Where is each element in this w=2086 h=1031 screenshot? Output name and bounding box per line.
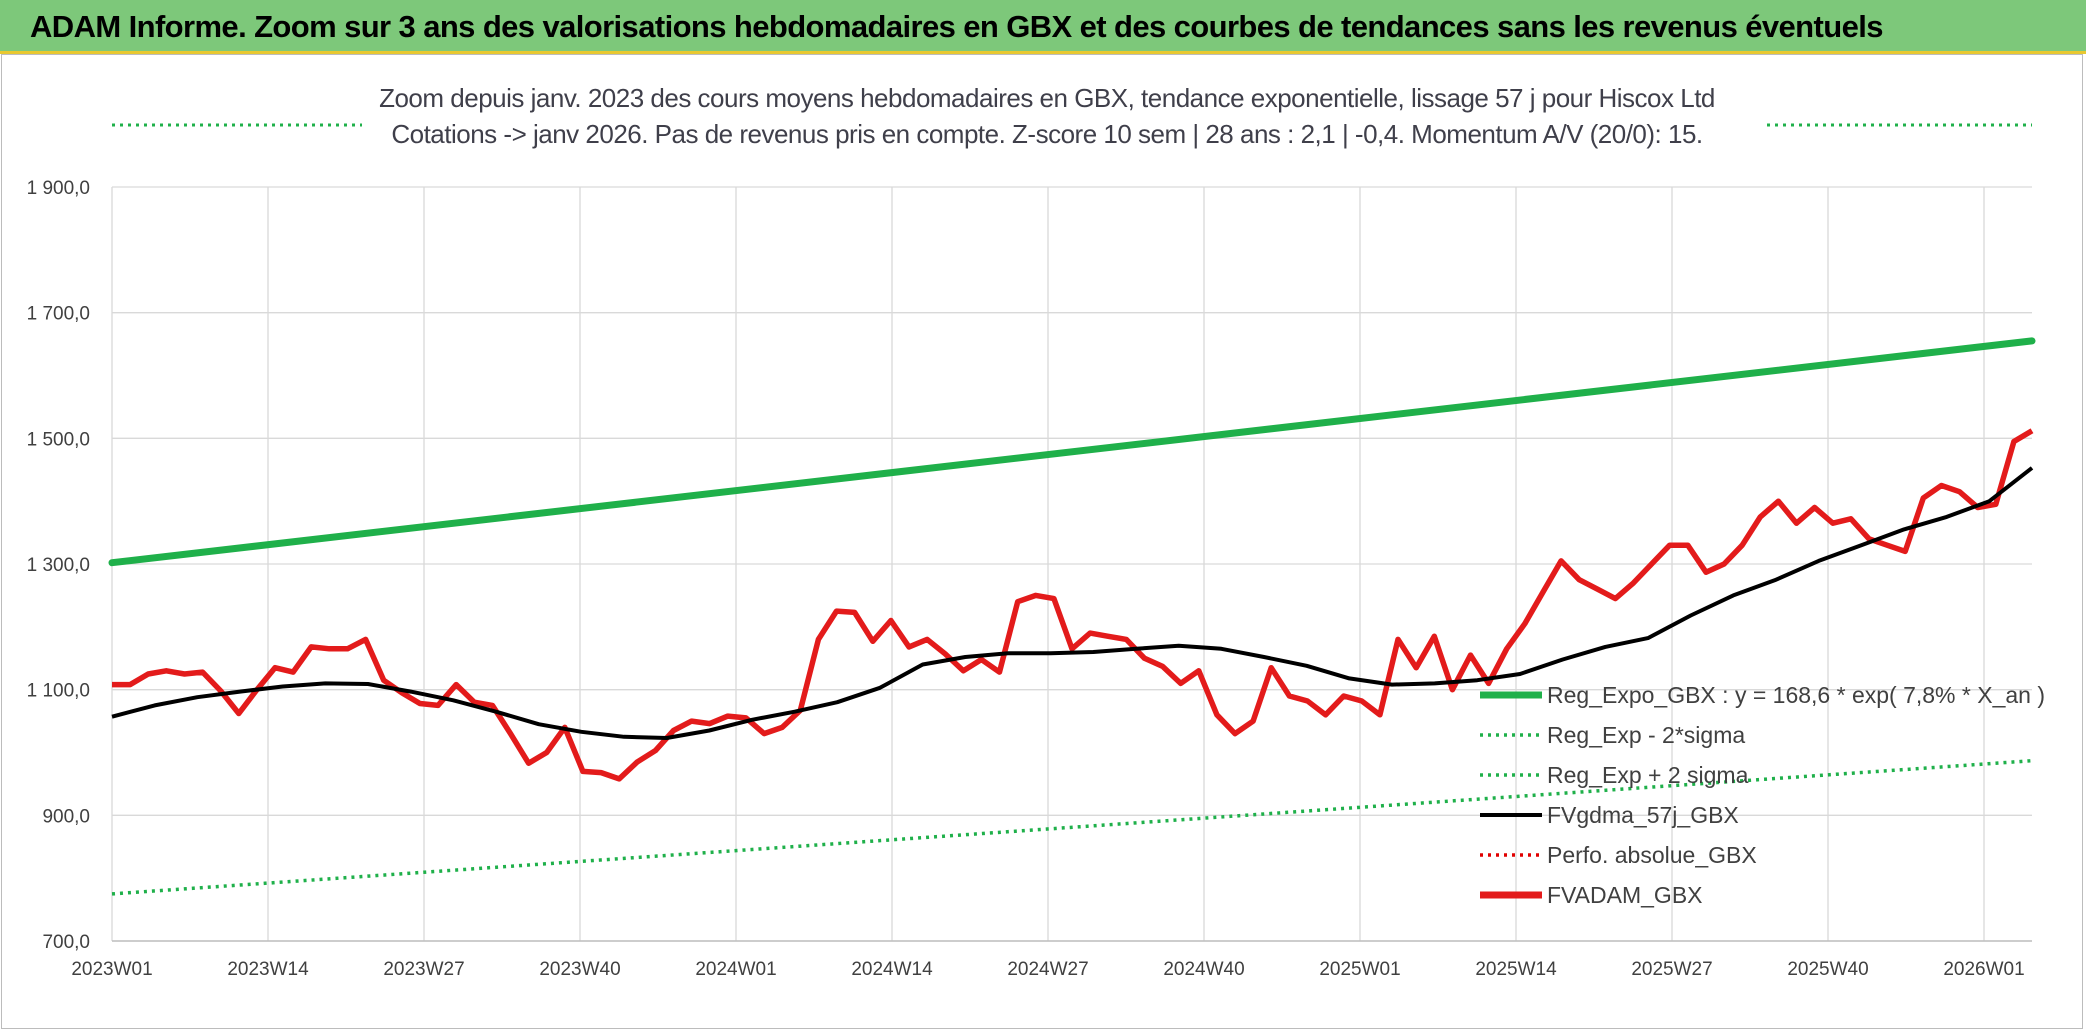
x-tick-label: 2025W27 — [1631, 959, 1712, 980]
x-tick-label: 2023W14 — [227, 959, 309, 980]
y-tick-label: 1 700,0 — [27, 304, 90, 325]
y-tick-label: 1 900,0 — [27, 178, 90, 199]
chart-title-line-1: Zoom depuis janv. 2023 des cours moyens … — [379, 83, 1715, 113]
y-tick-label: 1 100,0 — [27, 681, 90, 702]
line-chart: 700,0 900,0 1 100,0 1 300,0 1 500,0 1 700,0 1 … — [27, 123, 2045, 980]
x-tick-label: 2025W01 — [1319, 959, 1400, 980]
legend-label-perfo: Perfo. absolue_GBX — [1547, 842, 1757, 868]
y-tick-label: 700,0 — [42, 932, 90, 953]
legend-label-fvadam: FVADAM_GBX — [1547, 882, 1703, 908]
series-fvadam — [112, 428, 2034, 782]
series-fvgdma — [111, 466, 2034, 740]
chart-frame: 700,0 900,0 1 100,0 1 300,0 1 500,0 1 700,0 1 … — [1, 54, 2083, 1029]
x-tick-label: 2024W14 — [851, 959, 933, 980]
x-tick-label: 2026W01 — [1943, 959, 2024, 980]
legend-label-reg_plus: Reg_Exp + 2 sigma — [1547, 762, 1749, 788]
y-tick-label: 1 500,0 — [27, 429, 90, 450]
x-tick-label: 2024W27 — [1007, 959, 1088, 980]
y-tick-label: 900,0 — [42, 806, 90, 827]
series-reg-expo — [108, 337, 2036, 567]
header-bar: ADAM Informe. Zoom sur 3 ans des valoris… — [0, 0, 2086, 54]
chart-title-line-2: Cotations -> janv 2026. Pas de revenus p… — [391, 119, 1703, 149]
y-tick-label: 1 300,0 — [27, 555, 90, 576]
legend-label-reg_expo: Reg_Expo_GBX : y = 168,6 * exp( 7,8% * X… — [1547, 682, 2045, 708]
legend-label-fvgdma: FVgdma_57j_GBX — [1547, 802, 1739, 828]
x-tick-label: 2024W40 — [1163, 959, 1244, 980]
x-tick-label: 2023W40 — [539, 959, 620, 980]
x-tick-label: 2023W01 — [71, 959, 152, 980]
series-reg-exp-plus-2sigma — [111, 758, 2033, 896]
x-tick-label: 2023W27 — [383, 959, 464, 980]
x-tick-label: 2024W01 — [695, 959, 776, 980]
x-tick-label: 2025W40 — [1787, 959, 1868, 980]
x-tick-label: 2025W14 — [1475, 959, 1557, 980]
report-title: ADAM Informe. Zoom sur 3 ans des valoris… — [30, 9, 1883, 44]
legend-label-reg_minus: Reg_Exp - 2*sigma — [1547, 722, 1745, 748]
